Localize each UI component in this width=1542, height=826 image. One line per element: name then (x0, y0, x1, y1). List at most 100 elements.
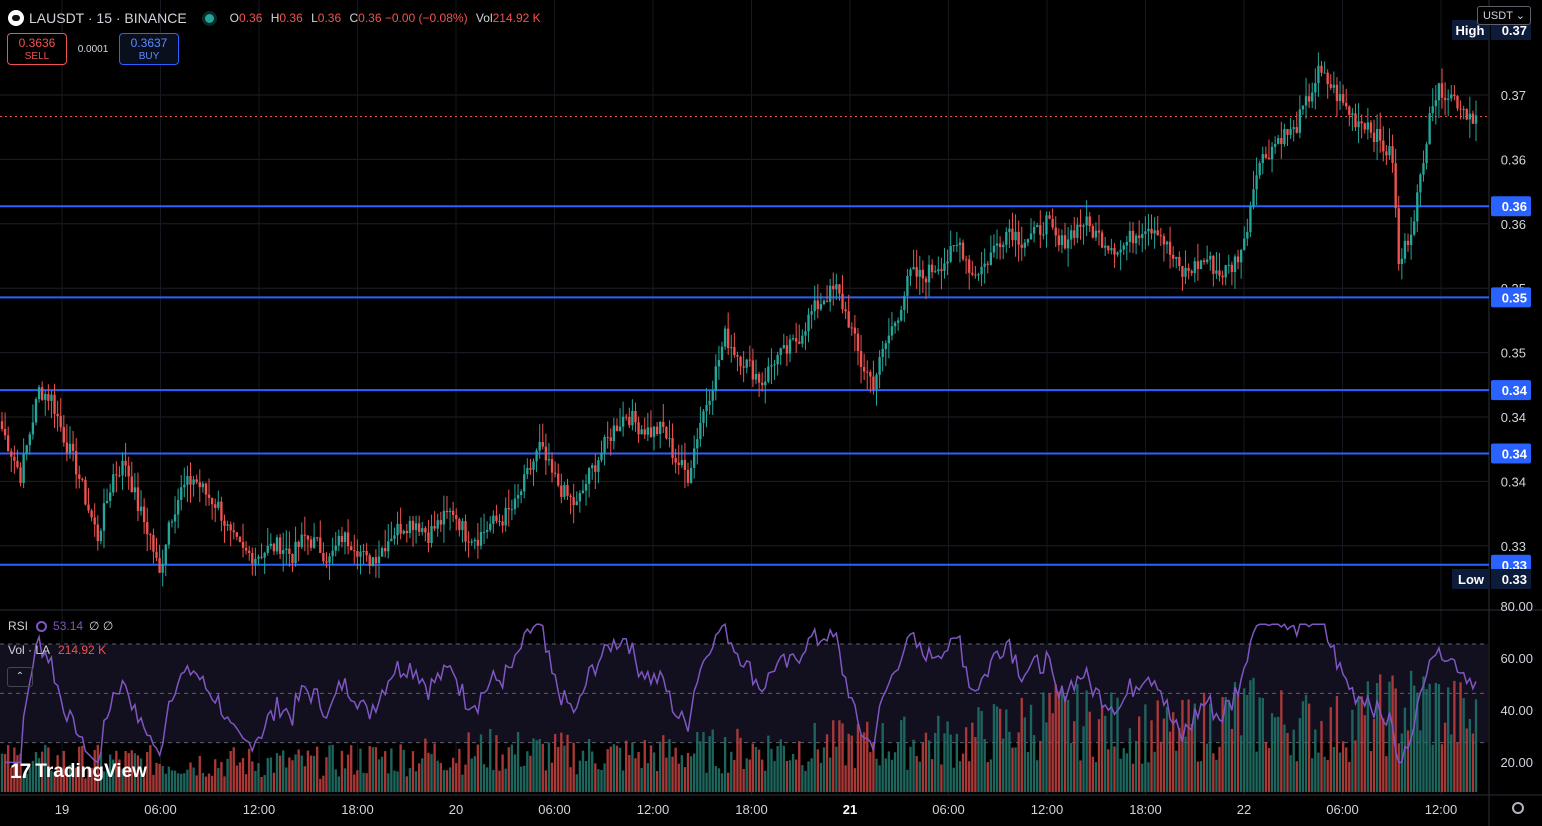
candle-body (1156, 230, 1159, 236)
candle-body (1011, 228, 1014, 241)
volume-bar (513, 754, 517, 792)
candle-body (1159, 235, 1162, 237)
candle-body (909, 269, 912, 277)
volume-bar (396, 771, 399, 792)
volume-bar (1270, 713, 1274, 792)
candle-body (557, 473, 560, 486)
volume-bar (282, 750, 285, 792)
volume-bar (294, 754, 297, 792)
volume-bar (1184, 736, 1187, 792)
time-tick-label: 06:00 (932, 802, 965, 817)
candle-body (1428, 113, 1431, 145)
candle-body (918, 269, 921, 277)
candle-body (328, 556, 331, 563)
candle-body (272, 543, 276, 552)
volume-bar (1131, 763, 1135, 792)
candle-body (955, 245, 959, 247)
candle-body (155, 551, 158, 558)
volume-bar (770, 748, 773, 792)
time-tick-label: 18:00 (735, 802, 768, 817)
symbol-name[interactable]: LAUSDT · 15 · BINANCE (29, 10, 187, 26)
volume-bar (445, 770, 449, 792)
candle-body (424, 528, 427, 533)
candle-body (1366, 122, 1370, 130)
volume-bar (1243, 688, 1246, 792)
candle-body (578, 493, 582, 502)
candle-body (1400, 258, 1404, 265)
volume-bar (278, 755, 282, 792)
candle-body (1193, 261, 1196, 274)
volume-bar (380, 756, 384, 792)
candle-body (451, 510, 455, 516)
collapse-chevron-icon[interactable]: ⌃ (7, 667, 33, 687)
volume-bar (835, 746, 838, 792)
candle-body (186, 475, 189, 485)
volume-bar (133, 753, 137, 792)
candle-body (1233, 256, 1237, 273)
candle-body (859, 351, 863, 367)
candle-body (1406, 240, 1410, 246)
volume-bar (1159, 741, 1162, 792)
settings-gear-icon[interactable] (1512, 802, 1524, 814)
candle-body (161, 564, 164, 573)
candle-body (1379, 128, 1382, 141)
volume-bar (628, 754, 631, 792)
volume-bar (1212, 753, 1215, 792)
volume-bar (170, 770, 174, 792)
candle-body (643, 429, 646, 435)
rsi-label: RSI (8, 619, 29, 633)
rsi-tick-label: 40.00 (1500, 703, 1533, 718)
candle-body (1110, 248, 1113, 251)
candle-body (1431, 106, 1434, 114)
volume-bar (884, 758, 887, 792)
candle-body (757, 374, 761, 383)
candle-body (788, 339, 792, 354)
volume-bar (1147, 762, 1150, 792)
rsi-legend[interactable]: RSI 53.14 ∅ ∅ (8, 619, 113, 633)
candle-body (689, 467, 693, 483)
candle-body (934, 271, 937, 273)
candle-body (495, 515, 498, 522)
candle-body (563, 484, 566, 497)
volume-legend[interactable]: Vol · LA 214.92 K (8, 643, 106, 657)
candle-body (96, 524, 99, 542)
volume-bar (1020, 697, 1023, 792)
volume-bar (504, 768, 507, 792)
rsi-tick-label: 80.00 (1500, 599, 1533, 614)
volume-bar (1413, 685, 1416, 792)
candle-body (912, 267, 915, 270)
candle-body (461, 521, 464, 531)
volume-bar (10, 767, 13, 792)
candle-body (1073, 230, 1076, 238)
candle-body (541, 442, 544, 447)
low-value-label: 0.33 (1502, 572, 1527, 587)
candle-body (254, 558, 257, 564)
candle-body (544, 446, 548, 461)
volume-bar (1125, 753, 1128, 792)
candle-body (1153, 230, 1156, 234)
volume-bar (581, 750, 585, 792)
volume-bar (427, 752, 430, 792)
buy-button[interactable]: 0.3637 BUY (119, 33, 179, 65)
volume-bar (1193, 703, 1196, 792)
volume-bar (365, 773, 368, 792)
volume-bar (952, 767, 955, 792)
candle-body (1258, 163, 1261, 176)
volume-label: Vol · LA (8, 643, 51, 657)
candle-body (1277, 138, 1280, 144)
currency-dropdown[interactable]: USDT ⌄ (1476, 6, 1531, 25)
volume-bar (254, 770, 257, 792)
candle-body (399, 523, 402, 534)
candle-body (1076, 224, 1079, 238)
volume-bar (974, 737, 977, 792)
volume-bar (124, 751, 127, 792)
volume-bar (47, 747, 50, 792)
candle-body (1209, 255, 1212, 260)
sell-button[interactable]: 0.3636 SELL (7, 33, 67, 65)
candle-body (44, 394, 47, 400)
volume-bar (841, 723, 844, 792)
candle-body (550, 459, 554, 473)
candle-body (1215, 270, 1218, 274)
volume-bar (850, 735, 853, 792)
